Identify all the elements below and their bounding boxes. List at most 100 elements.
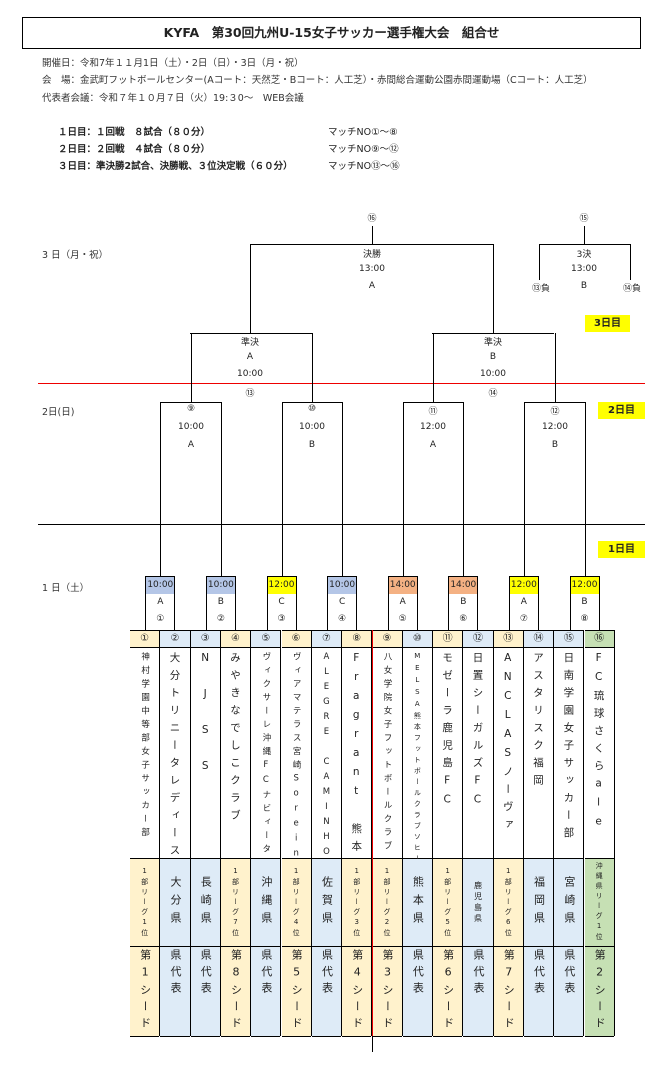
semi-match-no: ⑬: [245, 389, 255, 399]
team-seed-number: ⑭: [523, 631, 554, 648]
bracket-line: [160, 402, 161, 576]
day1-label: 1 日（土）: [42, 583, 90, 594]
team-name-text: ヴィアマテラス宮崎Soreina: [291, 652, 302, 879]
team-seed: 第8シード: [220, 947, 251, 1037]
team-qualification-text: 1部リーグ4位: [292, 866, 301, 939]
round2-court: B: [308, 440, 316, 450]
team-qualification-text: 熊本県: [411, 875, 425, 930]
semi-name: 準決: [483, 338, 503, 348]
team-name-text: Fragrant 熊本: [350, 652, 363, 858]
round1-match-box: 14:00 A ⑤: [387, 576, 418, 630]
bracket-line: [585, 402, 586, 576]
team-name-text: MELSA熊本フットボールクラブソヒーア: [413, 652, 422, 877]
round1-match-no: ③: [277, 614, 286, 624]
schedule-day2-matches: マッチNO⑨～⑫: [328, 144, 399, 155]
third-time: 13:00: [571, 264, 597, 274]
team-qualification: 沖縄県: [251, 859, 281, 947]
round2-match-no: ⑨: [186, 404, 196, 414]
team-qualification: 1部リーグ4位: [281, 859, 311, 947]
team-seed: 第6シード: [433, 947, 463, 1037]
bracket-line: [191, 333, 192, 402]
third-court: B: [580, 281, 588, 291]
event-dates: 開催日：令和7年１１月1日（土）・2日（日）・3日（月・祝）: [42, 58, 304, 69]
final-time: 13:00: [359, 264, 385, 274]
round2-match-no: ⑫: [550, 407, 560, 417]
team-qualification-text: 1部リーグ1位: [140, 866, 149, 939]
team-qualification-text: 鹿児島県: [473, 880, 483, 925]
page-title: KYFA 第30回九州U-15女子サッカー選手権大会 組合せ: [22, 17, 641, 49]
team-qualification: 長崎県: [190, 859, 220, 947]
team-seed-text: 県代表: [259, 949, 273, 999]
team-seed: 県代表: [160, 947, 190, 1037]
team-name-text: ANCLASノーヴァ: [501, 652, 514, 836]
bracket-line: [433, 333, 434, 402]
bracket-line: [282, 402, 343, 403]
team-seed-number: ①: [130, 631, 160, 648]
bracket-line: [524, 402, 525, 576]
team-qualification: 1部リーグ7位: [220, 859, 251, 947]
semi-time: 10:00: [480, 369, 506, 379]
team-qualification-text: 福岡県: [532, 875, 546, 930]
team-column: ⑬ ANCLASノーヴァ 1部リーグ6位第7シード: [493, 630, 524, 1037]
team-qualification-text: 沖縄県: [259, 875, 273, 930]
third-left-source: ⑬負: [531, 284, 551, 294]
team-seed-text: 県代表: [411, 949, 425, 999]
team-name-text: みやきなでしこクラブ: [229, 652, 242, 827]
team-qualification: 熊本県: [402, 859, 432, 947]
team-seed-number: ⑧: [342, 631, 372, 648]
round1-match-box: 10:00 B ②: [205, 576, 236, 630]
team-seed-text: 第6シード: [441, 949, 455, 1034]
round1-time: 12:00: [570, 577, 599, 594]
schedule-day3: ３日目：準決勝2試合、決勝戦、３位決定戦（６０分）: [58, 161, 293, 172]
team-name: Fragrant 熊本: [342, 648, 372, 859]
round1-court: B: [581, 597, 588, 607]
schedule-day2: ２日目：２回戦 ４試合（８０分）: [58, 144, 211, 155]
schedule-day1: １日目：１回戦 ８試合（８０分）: [58, 127, 211, 138]
team-qualification-text: 1部リーグ6位: [504, 866, 513, 939]
schedule-day3-matches: マッチNO⑬～⑯: [328, 161, 400, 172]
bracket-line: [524, 402, 586, 403]
team-seed: 第1シード: [130, 947, 160, 1037]
team-qualification: 大分県: [160, 859, 190, 947]
round1-court: B: [217, 597, 224, 607]
team-seed-text: 第7シード: [502, 949, 516, 1034]
semi-court: B: [489, 352, 497, 362]
team-name: ヴィクサーレ沖縄FCナビィータ: [251, 648, 281, 859]
round1-match-box: 12:00 C ③: [266, 576, 297, 630]
divider-red-vertical: [372, 630, 373, 1036]
team-column: ⑪ モゼーラ鹿児島FC 1部リーグ5位 第6シード: [433, 630, 464, 1037]
round1-match-box: 12:00 A ⑦: [508, 576, 539, 630]
round1-time: 10:00: [206, 577, 235, 594]
round2-match-no: ⑩: [307, 404, 317, 414]
team-name: ANCLASノーヴァ: [493, 648, 523, 859]
round2-court: A: [429, 440, 437, 450]
team-seed: 第3シード: [372, 947, 402, 1037]
team-qualification: 佐賀県: [311, 859, 342, 947]
team-column: ⑦ ALEGRE CAMINHO 佐賀県 県代表: [311, 630, 343, 1037]
team-name: NJSS: [190, 648, 220, 859]
team-qualification-text: 宮崎県: [562, 875, 576, 930]
team-seed-number: ⑨: [372, 631, 402, 648]
bracket-line: [160, 402, 222, 403]
team-name-text: 八女学院女子フットボールクラブ: [382, 652, 393, 855]
round1-court: B: [460, 597, 467, 607]
team-column: ① 神村学園中等部女子サッカー部 1部リーグ1位 第1シード: [130, 630, 161, 1037]
team-seed-text: 第3シード: [381, 949, 395, 1034]
team-seed-text: 第2シード: [593, 949, 607, 1034]
bracket-line: [584, 226, 585, 244]
round1-court: A: [157, 597, 164, 607]
team-name: アスタリスク福岡: [523, 648, 554, 859]
bracket-line: [282, 402, 283, 576]
final-court: A: [368, 281, 376, 291]
team-name-text: ALEGRE CAMINHO: [321, 652, 332, 862]
team-qualification-text: 沖縄県リーグ1位: [595, 862, 604, 943]
team-column: ⑤ ヴィクサーレ沖縄FCナビィータ 沖縄県 県代表: [251, 630, 282, 1037]
team-name-text: FC琉球さくらale: [592, 652, 605, 835]
team-seed-number: ⑬: [493, 631, 523, 648]
team-column: ④ みやきなでしこクラブ 1部リーグ7位 第8シード: [220, 630, 252, 1037]
round1-match-box: 10:00 A ①: [145, 576, 176, 630]
team-qualification: 1部リーグ1位: [130, 859, 160, 947]
team-seed-text: 第1シード: [138, 949, 152, 1034]
team-seed: 県代表: [311, 947, 342, 1037]
